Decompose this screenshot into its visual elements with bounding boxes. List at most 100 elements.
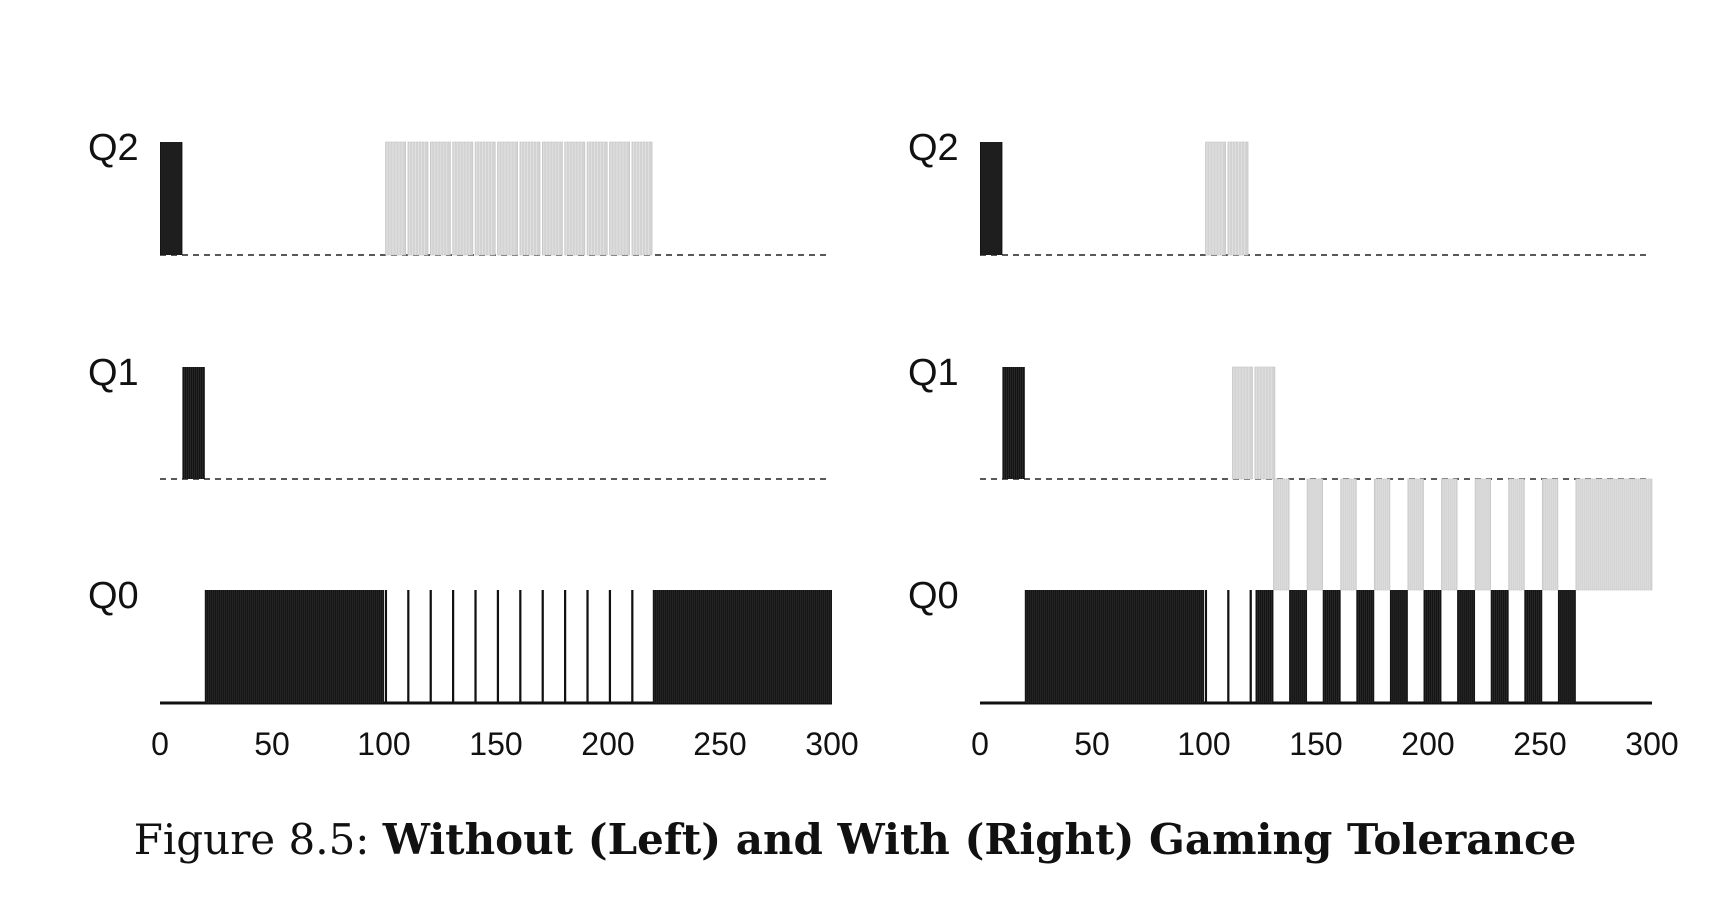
right-segment-job-a-q0 (1356, 590, 1375, 703)
segment-fill (1356, 590, 1375, 703)
right-segment-job-a-q0 (1490, 590, 1509, 703)
right-segment-job-a-q1 (1002, 367, 1025, 479)
right-segment-job-a-q0 (1024, 590, 1204, 703)
left-xtick-label: 150 (469, 726, 522, 762)
right-queue-label-q1: Q1 (908, 352, 959, 394)
left-xtick-label: 200 (581, 726, 634, 762)
right-xtick-label: 0 (971, 726, 989, 762)
right-segment-job-b-q0 (1575, 478, 1653, 591)
slice (586, 590, 589, 703)
left-xtick-label: 100 (357, 726, 410, 762)
slice (407, 590, 410, 703)
segment-fill (652, 590, 832, 703)
right-segment-job-a-q0 (1289, 590, 1308, 703)
slice (497, 141, 518, 256)
slice (452, 590, 455, 703)
segment-fill (1002, 367, 1025, 479)
left-panel: Q2 Q1 Q0 0 50 100 150 200 250 300 (88, 127, 859, 762)
right-segment-job-a-q0 (1204, 590, 1252, 703)
right-xtick-label: 300 (1625, 726, 1678, 762)
right-segment-job-b-q0 (1508, 478, 1525, 591)
right-segment-job-b-q0 (1407, 478, 1424, 591)
right-segment-job-a-q0 (1423, 590, 1442, 703)
segment-fill (1289, 590, 1308, 703)
right-segment-job-b-q0 (1541, 478, 1559, 591)
right-segment-job-b-q1 (1232, 366, 1276, 480)
right-xtick-label: 250 (1513, 726, 1566, 762)
slice (1254, 366, 1276, 480)
segment-fill (1524, 590, 1543, 703)
left-segment-job-a-q2 (160, 142, 183, 255)
slice (586, 141, 608, 256)
segment-fill (1557, 590, 1576, 703)
segment-fill (1024, 590, 1204, 703)
slice (541, 590, 544, 703)
segment-fill (1389, 590, 1408, 703)
right-segment-job-a-q2 (980, 142, 1003, 255)
caption-prefix: Figure 8.5: (133, 815, 383, 864)
slice (631, 141, 653, 256)
segment-fill (182, 367, 205, 479)
slice (631, 590, 634, 703)
right-xtick-label: 200 (1401, 726, 1454, 762)
slice (474, 590, 477, 703)
segment-fill (1255, 590, 1274, 703)
right-queue-label-q2: Q2 (908, 127, 959, 169)
right-segment-job-a-q0 (1389, 590, 1408, 703)
slice (519, 590, 522, 703)
slice (609, 141, 630, 256)
left-segment-job-a-q1 (182, 367, 205, 479)
left-segment-job-a-q0 (652, 590, 832, 703)
slice (564, 141, 586, 256)
slice (1204, 590, 1208, 703)
slice (519, 141, 541, 256)
slice (474, 141, 496, 256)
segment-fill (160, 142, 183, 255)
slice (564, 590, 567, 703)
right-segment-job-b-q0 (1306, 478, 1324, 591)
right-xtick-label: 50 (1074, 726, 1110, 762)
right-queue-label-q0: Q0 (908, 575, 959, 617)
slice (1227, 141, 1249, 256)
right-segment-job-b-q0 (1340, 478, 1357, 591)
right-segment-job-a-q0 (1457, 590, 1476, 703)
left-queue-label-q2: Q2 (88, 127, 139, 169)
slice (452, 141, 474, 256)
right-segment-job-a-q0 (1524, 590, 1543, 703)
slice (384, 590, 388, 703)
right-segment-job-b-q0 (1441, 478, 1458, 591)
slice (407, 141, 429, 256)
slice (1227, 590, 1230, 703)
left-xtick-label: 50 (254, 726, 290, 762)
left-queue-label-q0: Q0 (88, 575, 139, 617)
right-segment-job-a-q0 (1322, 590, 1341, 703)
left-segment-job-a-q0 (204, 590, 384, 703)
slice (385, 141, 406, 256)
figure-caption: Figure 8.5: Without (Left) and With (Rig… (0, 815, 1710, 864)
slice (429, 590, 432, 703)
right-xtick-label: 150 (1289, 726, 1342, 762)
slice (496, 590, 500, 703)
right-segment-job-b-q0 (1474, 478, 1492, 591)
segment-fill (1490, 590, 1509, 703)
segment-fill (204, 590, 384, 703)
slice (1249, 590, 1252, 703)
slice (608, 590, 612, 703)
segment-fill (980, 142, 1003, 255)
right-segment-job-a-q0 (1255, 590, 1274, 703)
caption-title: Without (Left) and With (Right) Gaming T… (382, 815, 1577, 864)
right-segment-job-b-q0 (1273, 478, 1290, 591)
left-queue-label-q1: Q1 (88, 352, 139, 394)
left-xtick-label: 0 (151, 726, 169, 762)
left-segment-job-a-q0 (384, 590, 634, 703)
slice (1205, 141, 1226, 256)
slice (429, 141, 451, 256)
slice (541, 141, 563, 256)
right-xtick-label: 100 (1177, 726, 1230, 762)
right-panel: Q2 Q1 Q0 0 50 100 150 200 250 300 (908, 127, 1679, 762)
left-xtick-label: 250 (693, 726, 746, 762)
right-segment-job-a-q0 (1557, 590, 1576, 703)
right-segment-job-b-q2 (1205, 141, 1249, 256)
slice (1232, 366, 1253, 480)
